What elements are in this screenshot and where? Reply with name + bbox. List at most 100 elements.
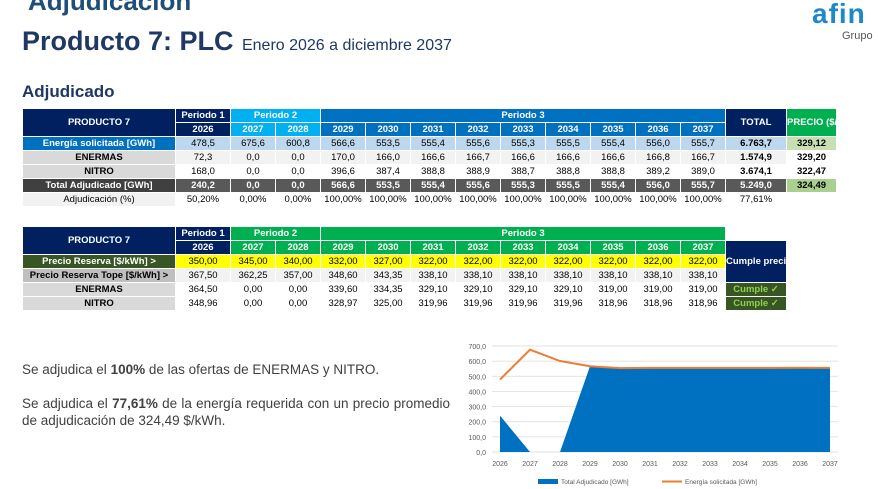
area-series-total-adjudicado bbox=[500, 366, 830, 452]
cell: 338,10 bbox=[545, 268, 592, 283]
cell: 388,7 bbox=[500, 164, 547, 179]
cell: 319,96 bbox=[410, 296, 457, 311]
section-title: Adjudicado bbox=[22, 82, 115, 101]
empty-cell bbox=[725, 226, 788, 241]
table1-year: 2027 bbox=[230, 122, 276, 137]
cell: 350,00 bbox=[175, 254, 231, 269]
cell: 319,96 bbox=[545, 296, 592, 311]
cell: 166,7 bbox=[455, 150, 502, 165]
cell: 388,8 bbox=[410, 164, 457, 179]
table1-total-header: TOTAL bbox=[725, 108, 788, 137]
cell: 100,00% bbox=[455, 192, 502, 207]
cell: 367,50 bbox=[175, 268, 231, 283]
table1-year: 2026 bbox=[175, 122, 231, 137]
cell: 100,00% bbox=[635, 192, 682, 207]
table1-year: 2029 bbox=[320, 122, 367, 137]
legend-label: Energía solicitada [GWh] bbox=[685, 479, 757, 486]
cell: 553,5 bbox=[365, 136, 412, 151]
cumple-header: Cumple precio tope bbox=[725, 240, 788, 283]
text-bold: 100% bbox=[110, 362, 146, 377]
cell: 319,00 bbox=[590, 282, 637, 297]
cell: 348,60 bbox=[320, 268, 367, 283]
x-tick-label: 2030 bbox=[612, 461, 628, 468]
cell: 318,96 bbox=[635, 296, 682, 311]
cumple-badge: Cumple ✓ bbox=[725, 296, 788, 311]
row-label: ENERMAS bbox=[22, 282, 176, 297]
x-tick-label: 2028 bbox=[552, 461, 568, 468]
x-tick-label: 2034 bbox=[732, 461, 748, 468]
cell: 166,7 bbox=[680, 150, 727, 165]
price-cell: 329,20 bbox=[786, 150, 838, 165]
cell: 348,96 bbox=[175, 296, 231, 311]
cell: 555,4 bbox=[590, 178, 637, 193]
table-row: Precio Reserva Tope [$/kWh] > 367,50 362… bbox=[22, 268, 787, 283]
cell: 322,00 bbox=[410, 254, 457, 269]
cell: 0,0 bbox=[274, 178, 322, 193]
cell: 387,4 bbox=[365, 164, 412, 179]
cell: 555,7 bbox=[680, 178, 727, 193]
cell: 0,0 bbox=[274, 150, 322, 165]
text-part: de la energía requerida con un precio pr… bbox=[22, 396, 451, 428]
total-cell: 6.763,7 bbox=[725, 136, 788, 151]
cell: 319,96 bbox=[455, 296, 502, 311]
table1-year: 2034 bbox=[545, 122, 592, 137]
table2-product-header: PRODUCTO 7 bbox=[22, 226, 176, 255]
cell: 328,97 bbox=[320, 296, 367, 311]
cell: 100,00% bbox=[320, 192, 367, 207]
cell: 388,8 bbox=[590, 164, 637, 179]
cell: 338,10 bbox=[635, 268, 682, 283]
row-label: Total Adjudicado [GWh] bbox=[22, 178, 176, 193]
summary-line-1: Se adjudica el 100% de las ofertas de EN… bbox=[22, 362, 452, 377]
cell: 556,0 bbox=[635, 136, 682, 151]
cell: 555,4 bbox=[410, 178, 457, 193]
cell: 555,3 bbox=[500, 136, 547, 151]
precio-reserva-table: PRODUCTO 7 Periodo 1 Periodo 2 Periodo 3… bbox=[22, 226, 788, 311]
cell: 566,6 bbox=[320, 136, 367, 151]
cell: 100,00% bbox=[500, 192, 547, 207]
cell: 0,00% bbox=[274, 192, 322, 207]
row-label: Adjudicación (%) bbox=[22, 192, 176, 207]
cell: 396,6 bbox=[320, 164, 367, 179]
x-tick-label: 2031 bbox=[642, 461, 658, 468]
cell: 388,8 bbox=[545, 164, 592, 179]
cell: 555,3 bbox=[500, 178, 547, 193]
y-tick-label: 300,0 bbox=[468, 405, 486, 412]
cell: 555,5 bbox=[545, 178, 592, 193]
cell: 170,0 bbox=[320, 150, 367, 165]
cell: 338,10 bbox=[500, 268, 547, 283]
row-label: NITRO bbox=[22, 296, 176, 311]
table2-year: 2027 bbox=[230, 240, 276, 255]
table2-year: 2028 bbox=[274, 240, 322, 255]
x-tick-label: 2033 bbox=[702, 461, 718, 468]
cell: 334,35 bbox=[365, 282, 412, 297]
table-row: NITRO 168,0 0,0 0,0 396,6 387,4 388,8 38… bbox=[22, 164, 838, 179]
cell: 166,0 bbox=[365, 150, 412, 165]
cell: 555,6 bbox=[455, 136, 502, 151]
table2-period-1: Periodo 1 bbox=[175, 226, 231, 241]
cell: 338,10 bbox=[680, 268, 727, 283]
cell: 166,6 bbox=[410, 150, 457, 165]
y-tick-label: 400,0 bbox=[468, 389, 486, 396]
cell: 338,10 bbox=[590, 268, 637, 283]
table1-year: 2033 bbox=[500, 122, 547, 137]
cell: 325,00 bbox=[365, 296, 412, 311]
table1-period-1: Periodo 1 bbox=[175, 108, 231, 123]
text-part: Se adjudica el bbox=[22, 396, 113, 411]
cell: 329,10 bbox=[455, 282, 502, 297]
table2-period-3: Periodo 3 bbox=[320, 226, 727, 241]
table2-year: 2036 bbox=[635, 240, 682, 255]
cell: 555,5 bbox=[545, 136, 592, 151]
cell: 0,0 bbox=[230, 150, 276, 165]
table-row: Precio Reserva [$/kWh] > 350,00 345,00 3… bbox=[22, 254, 787, 269]
cell: 555,4 bbox=[590, 136, 637, 151]
cell: 0,0 bbox=[274, 164, 322, 179]
cell: 345,00 bbox=[230, 254, 276, 269]
table1-year: 2030 bbox=[365, 122, 412, 137]
cell: 319,00 bbox=[635, 282, 682, 297]
table-row: ENERMAS 72,3 0,0 0,0 170,0 166,0 166,6 1… bbox=[22, 150, 838, 165]
cell: 555,4 bbox=[410, 136, 457, 151]
cell: 675,6 bbox=[230, 136, 276, 151]
x-tick-label: 2027 bbox=[522, 461, 538, 468]
cell: 329,10 bbox=[500, 282, 547, 297]
row-label: Precio Reserva [$/kWh] > bbox=[22, 254, 176, 269]
